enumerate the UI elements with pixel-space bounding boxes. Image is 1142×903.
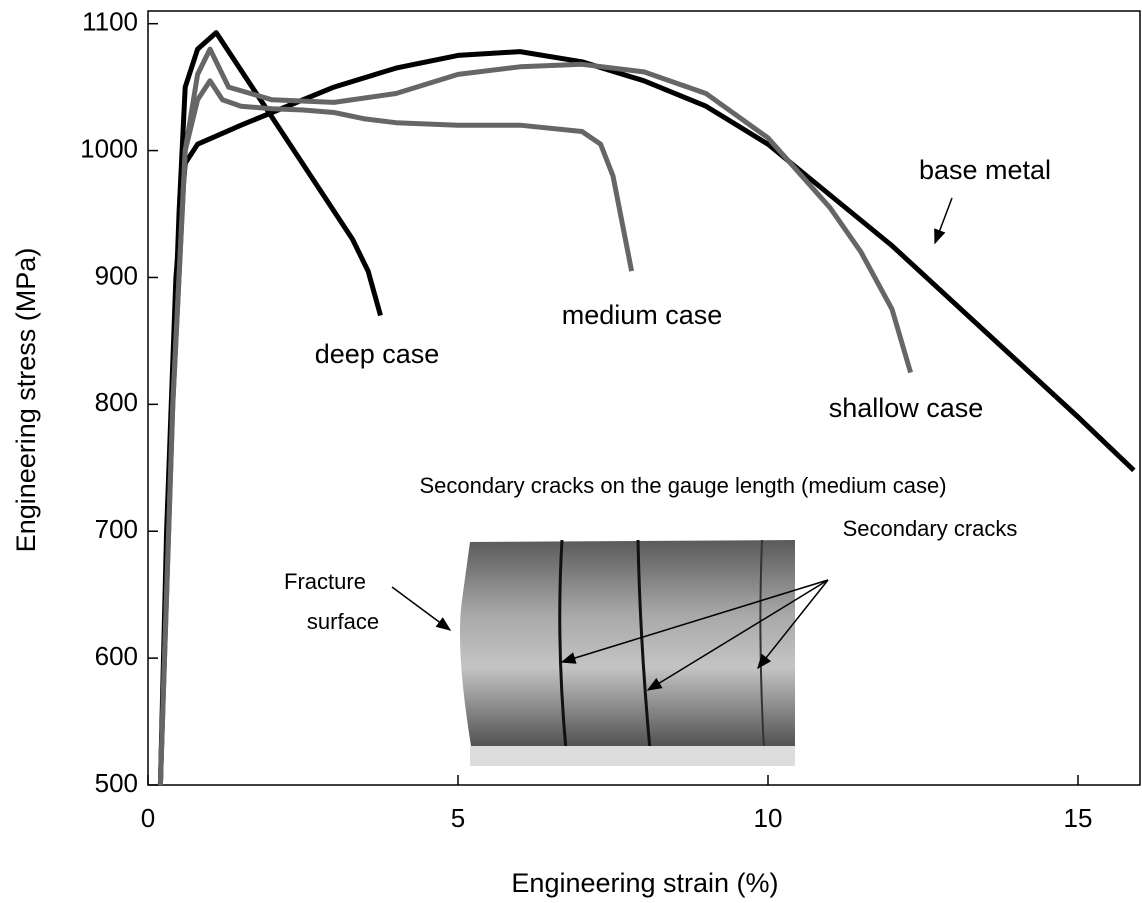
series-label: deep case	[315, 339, 440, 369]
annotation: surface	[307, 609, 379, 634]
y-tick-label: 700	[95, 514, 138, 544]
x-tick-label: 15	[1064, 803, 1093, 833]
annotation: Secondary cracks	[843, 516, 1018, 541]
annotation: Secondary cracks on the gauge length (me…	[419, 473, 946, 498]
specimen-photo	[459, 539, 795, 766]
x-tick-label: 5	[451, 803, 465, 833]
x-tick-label: 10	[754, 803, 783, 833]
y-tick-label: 1100	[82, 7, 138, 37]
x-axis-title: Engineering strain (%)	[511, 868, 778, 898]
y-tick-label: 1000	[80, 133, 138, 163]
plot-frame	[147, 10, 1141, 786]
y-axis-title: Engineering stress (MPa)	[11, 248, 41, 553]
series-label: shallow case	[829, 393, 984, 423]
x-tick-label: 0	[141, 803, 155, 833]
series-line	[157, 78, 635, 786]
annotation: Fracture	[284, 569, 366, 594]
y-tick-label: 900	[95, 260, 138, 290]
series-label: medium case	[562, 300, 723, 330]
annotation-arrows	[391, 197, 953, 691]
series-line	[157, 30, 383, 786]
series-line	[157, 46, 913, 786]
series-line	[157, 49, 1136, 786]
y-tick-label: 500	[95, 768, 138, 798]
y-tick-label: 800	[95, 387, 138, 417]
y-tick-label: 600	[95, 641, 138, 671]
series-label: base metal	[919, 155, 1051, 185]
